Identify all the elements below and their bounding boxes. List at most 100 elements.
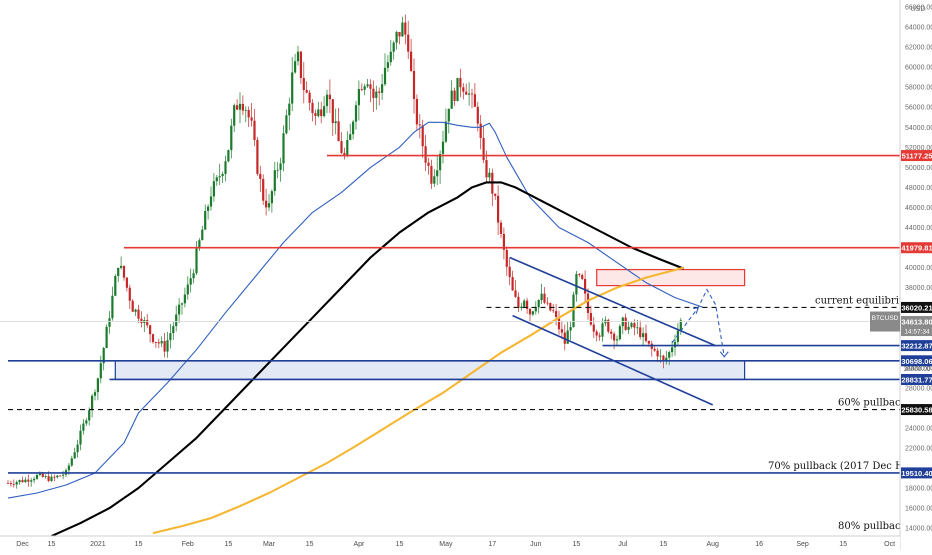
candle-body: [285, 115, 288, 134]
candle-body: [586, 293, 590, 313]
candle-body: [288, 103, 291, 116]
candle-body: [552, 310, 555, 312]
candle-body: [543, 293, 546, 303]
candle-body: [212, 181, 215, 197]
candle-body: [221, 173, 224, 177]
time-tick-label: 15: [839, 541, 847, 548]
candle-body: [659, 355, 662, 357]
price-label-text: 51177.25: [902, 152, 932, 161]
candle-body: [618, 326, 621, 340]
candle-body: [468, 93, 471, 95]
time-tick-label: 15: [225, 541, 233, 548]
candle-body: [56, 475, 59, 478]
price-label-box: [901, 467, 932, 479]
candle-body: [186, 284, 189, 295]
candle-body: [76, 444, 79, 453]
candle-body: [122, 265, 126, 278]
candle-body: [601, 323, 604, 337]
candle-body: [360, 89, 363, 90]
candle-body: [349, 134, 352, 140]
candle-body: [247, 109, 250, 118]
candle-body: [662, 355, 665, 361]
candle-body: [273, 170, 276, 192]
price-tick-label: 44000.00: [905, 225, 932, 232]
moving-average-50: [7, 121, 705, 499]
candle-body: [473, 94, 476, 107]
currency-label: USD: [911, 6, 926, 13]
candle-body: [111, 295, 114, 319]
candle-body: [479, 123, 482, 139]
price-tick-label: 38000.00: [905, 285, 932, 292]
candle-body: [270, 191, 273, 204]
price-label-text: 19510.40: [901, 469, 932, 478]
projection-arrow-head: [719, 351, 729, 358]
candle-body: [470, 93, 474, 95]
candle-body: [183, 294, 186, 304]
candle-body: [85, 420, 88, 424]
candle-body: [598, 335, 601, 337]
price-tick-label: 16000.00: [905, 506, 932, 513]
candle-body: [627, 326, 630, 330]
candle-body: [630, 323, 633, 327]
price-label-text: 30698.06: [901, 357, 932, 366]
price-tick-label: 14000.00: [905, 526, 932, 533]
price-tick-label: 52000.00: [905, 145, 932, 152]
price-tick-label: 62000.00: [905, 45, 932, 52]
time-tick-label: Aug: [706, 541, 719, 548]
candle-body: [172, 326, 175, 334]
candle-body: [12, 484, 15, 485]
candle-body: [494, 193, 497, 196]
candle-body: [502, 233, 505, 250]
candle-body: [433, 176, 436, 184]
candle-body: [105, 326, 108, 349]
candle-body: [615, 339, 619, 341]
time-tick-label: Oct: [884, 541, 895, 548]
candle-body: [233, 105, 236, 126]
candle-body: [169, 333, 172, 341]
candle-body: [395, 31, 398, 43]
candle-body: [566, 330, 569, 344]
time-tick-label: 15: [48, 541, 56, 548]
price-tick-label: 54000.00: [905, 125, 932, 132]
candle-body: [485, 159, 488, 178]
time-tick-label: 15: [573, 541, 581, 548]
candle-body: [163, 341, 166, 352]
candle-body: [639, 327, 642, 337]
candle-body: [291, 72, 294, 104]
candle-body: [192, 273, 195, 279]
candle-body: [439, 153, 442, 171]
candle-body: [207, 206, 210, 211]
candle-body: [386, 62, 389, 68]
candle-body: [178, 304, 181, 315]
candle-body: [624, 317, 627, 330]
annotation-label: current equilibrium: [815, 295, 915, 306]
price-tick-label: 40000.00: [905, 265, 932, 272]
candle-body: [256, 139, 259, 174]
candle-body: [462, 87, 465, 92]
candle-body: [526, 300, 529, 309]
candle-body: [546, 302, 549, 304]
candle-body: [131, 300, 134, 312]
price-tick-label: 30000.00: [905, 365, 932, 372]
candle-body: [279, 163, 282, 170]
price-tick-label: 22000.00: [905, 445, 932, 452]
candle-body: [334, 121, 337, 124]
candle-body: [262, 178, 265, 201]
candle-body: [352, 121, 355, 135]
price-tick-label: 64000.00: [905, 25, 932, 32]
candle-body: [369, 84, 372, 89]
candle-body: [35, 474, 39, 479]
candle-body: [6, 483, 10, 484]
candle-body: [523, 300, 526, 307]
time-tick-label: Feb: [182, 541, 194, 548]
candle-body: [665, 357, 668, 361]
time-tick-label: Apr: [353, 541, 365, 548]
candle-body: [230, 125, 233, 151]
candle-body: [357, 89, 360, 106]
candle-body: [613, 333, 616, 341]
candle-body: [308, 92, 311, 103]
candle-body: [444, 121, 447, 142]
candle-body: [27, 479, 30, 482]
